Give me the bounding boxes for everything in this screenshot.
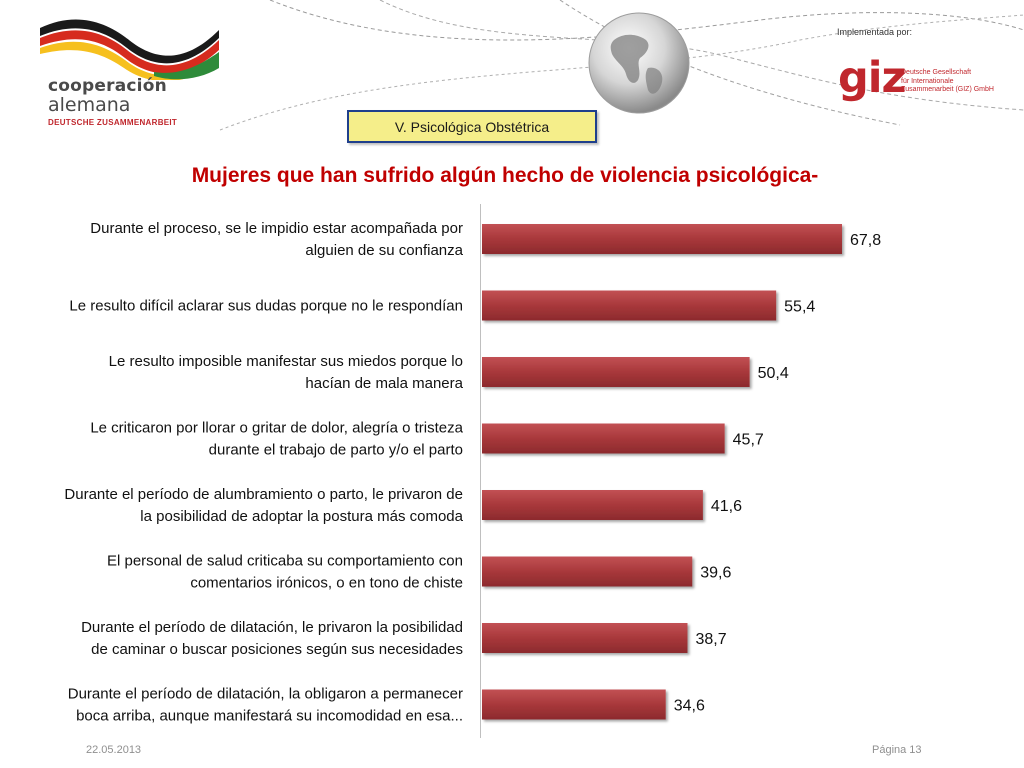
bar-8 [482,689,666,720]
category-label-3-line-2: hacían de mala manera [305,375,463,392]
category-label-5-line-1: Durante el período de alumbramiento o pa… [64,486,463,503]
cooperacion-alemana-logo: cooperación alemana DEUTSCHE ZUSAMMENARB… [34,10,234,127]
category-label-6-line-2: comentarios irónicos, o en tono de chist… [190,575,463,592]
value-label-7: 38,7 [695,631,726,648]
value-label-4: 45,7 [733,432,764,449]
bars-layer: 67,8 Durante el proceso, se le impidio es… [64,220,881,725]
value-label-6: 39,6 [700,565,731,582]
giz-org-line-1: Deutsche Gesellschaft [901,69,972,76]
bar-7 [482,623,688,653]
bar-5 [482,490,703,520]
category-label-7-line-2: de caminar o buscar posiciones según sus… [91,641,463,658]
footer-page-number: Página 13 [872,744,922,756]
logo-line-2: alemana [48,94,131,116]
flag-ribbon-icon [40,19,219,80]
implemented-by-label: Implementada por: [837,27,913,37]
bar-chart: 67,8 Durante el proceso, se le impidio es… [64,204,881,738]
category-label-6-line-1: El personal de salud criticaba su compor… [107,553,463,570]
giz-org-line-2: für Internationale [901,77,954,85]
category-label-4-line-1: Le criticaron por llorar o gritar de dol… [90,420,463,437]
category-label-8-line-2: boca arriba, aunque manifestará su incom… [76,708,463,725]
logo-line-3: DEUTSCHE ZUSAMMENARBEIT [48,118,178,127]
category-label-7-line-1: Durante el período de dilatación, le pri… [81,619,463,636]
section-label-box: V. Psicológica Obstétrica [347,110,597,143]
bar-4 [482,423,725,454]
value-label-5: 41,6 [711,498,742,515]
category-label-1-line-1: Durante el proceso, se le impidio estar … [90,220,463,237]
category-label-4-line-2: durante el trabajo de parto y/o el parto [209,442,463,459]
bar-1 [482,224,842,254]
category-label-2-line-1: Le resulto difícil aclarar sus dudas por… [69,298,463,315]
category-label-5-line-2: la posibilidad de adoptar la postura más… [140,508,463,525]
category-label-3-line-1: Le resulto imposible manifestar sus mied… [109,353,463,370]
category-label-1-line-2: alguien de su confianza [305,242,463,259]
chart-title: Mujeres que han sufrido algún hecho de v… [191,164,819,187]
bar-2 [482,290,777,321]
category-label-8-line-1: Durante el período de dilatación, la obl… [68,686,463,703]
bar-6 [482,556,693,587]
giz-logo: giz [838,53,907,103]
footer-date: 22.05.2013 [86,744,142,756]
background-curves [219,0,1024,131]
globe-icon [588,12,690,114]
value-label-3: 50,4 [758,365,789,382]
bar-3 [482,357,750,387]
value-label-2: 55,4 [784,299,815,316]
section-label: V. Psicológica Obstétrica [394,119,550,135]
value-label-1: 67,8 [850,232,881,249]
giz-org-line-3: Zusammenarbeit (GIZ) GmbH [901,86,994,93]
value-label-8: 34,6 [674,698,705,715]
giz-org-name: Deutsche Gesellschaft für Internationale… [901,69,1021,95]
logo-line-1: cooperación [48,76,167,96]
